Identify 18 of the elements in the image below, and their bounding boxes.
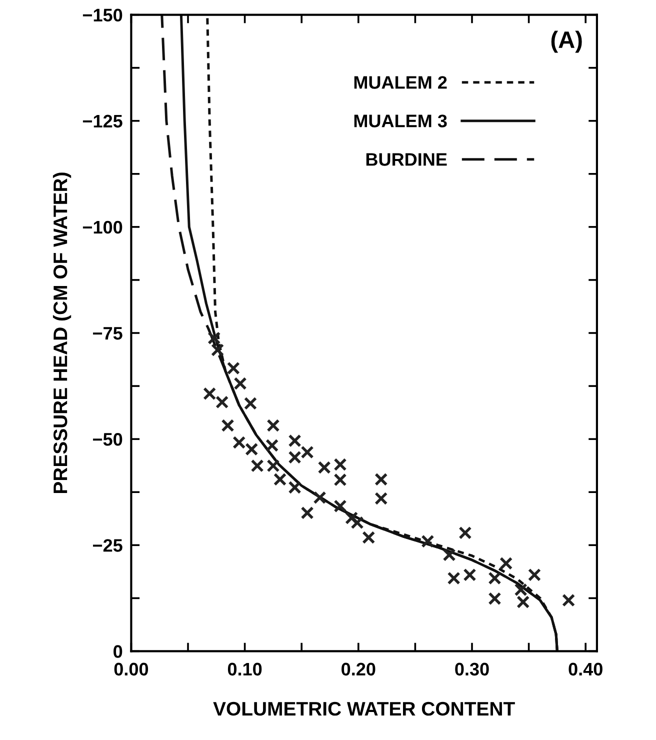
y-axis-title: PRESSURE HEAD (CM OF WATER) bbox=[52, 172, 72, 494]
y-tick-label: −25 bbox=[92, 539, 122, 552]
x-tick-label: 0.30 bbox=[455, 662, 489, 676]
legend-label: MUALEM 2 bbox=[354, 76, 447, 89]
y-tick-label: −150 bbox=[82, 8, 122, 22]
x-tick-label: 0.40 bbox=[568, 662, 602, 676]
y-tick-label: −125 bbox=[82, 114, 122, 128]
y-tick-label: −100 bbox=[82, 220, 122, 234]
y-tick-label: 0 bbox=[114, 645, 122, 658]
legend-label: MUALEM 3 bbox=[354, 114, 447, 128]
y-tick-label: −50 bbox=[92, 433, 122, 446]
annotation: (A) bbox=[551, 30, 582, 53]
x-tick-label: 0.20 bbox=[342, 662, 376, 676]
y-tick-label: −75 bbox=[92, 327, 122, 340]
x-tick-label: 0.10 bbox=[228, 662, 262, 676]
x-axis-title: VOLUMETRIC WATER CONTENT bbox=[213, 702, 515, 716]
legend-label: BURDINE bbox=[366, 153, 447, 166]
x-tick-label: 0.00 bbox=[114, 662, 148, 676]
